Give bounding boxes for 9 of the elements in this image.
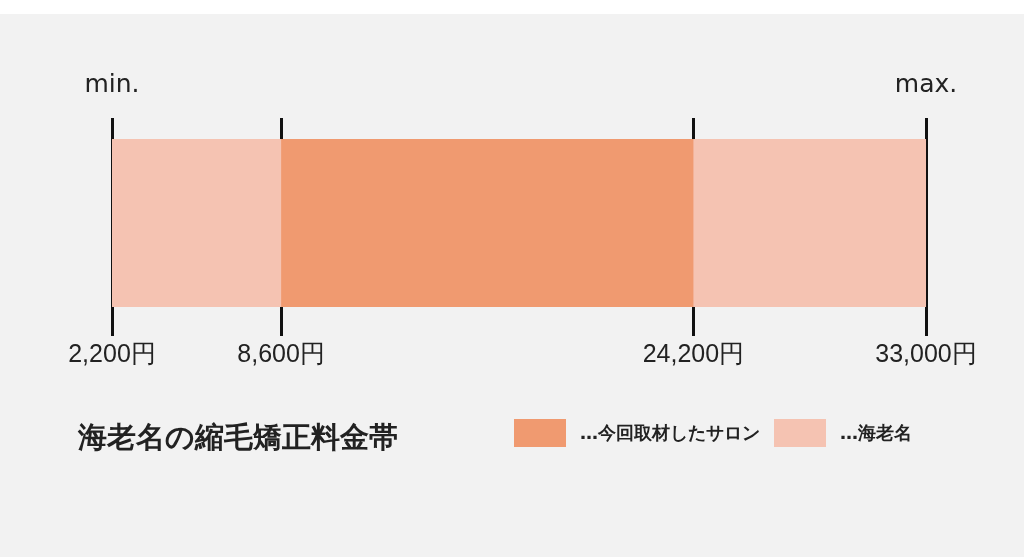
x-tick-label: 2,200円	[68, 338, 156, 367]
legend-label: …今回取材したサロン	[580, 421, 760, 445]
x-tick-label: 8,600円	[237, 338, 325, 367]
text: min.	[84, 69, 140, 98]
text: max.	[894, 69, 958, 98]
x-tick-label: 33,000円	[875, 338, 977, 367]
x-tick-label: 24,200円	[642, 338, 745, 367]
legend-label: …海老名	[840, 421, 912, 445]
text: 海老名の縮毛矯正料金帯	[78, 419, 398, 456]
